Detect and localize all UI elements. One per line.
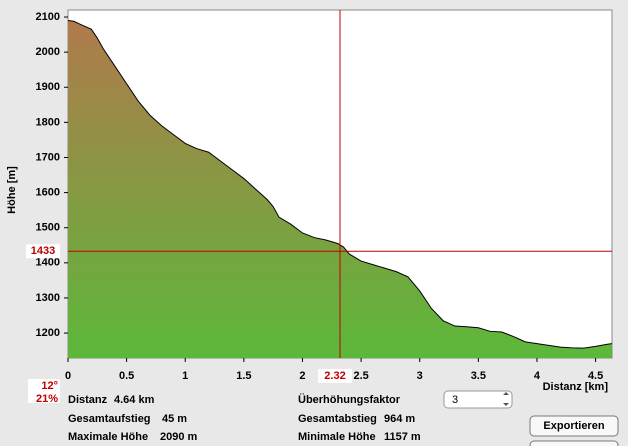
x-tick-label: 3.5 — [471, 370, 486, 382]
x-tick-label: 4.5 — [588, 370, 603, 382]
y-tick-label: 1300 — [36, 292, 60, 304]
y-tick-label: 2000 — [36, 46, 60, 58]
x-tick-label: 3 — [417, 370, 423, 382]
stat-label: Gesamtabstieg — [298, 413, 377, 425]
slope-box — [28, 379, 60, 403]
x-tick-label: 2.5 — [353, 370, 368, 382]
stat-value: 1157 m — [384, 431, 421, 443]
profile-line — [67, 20, 613, 349]
y-tick-label: 1700 — [36, 151, 60, 163]
crosshair-x-label: 2.32 — [324, 370, 345, 382]
y-axis-title: Höhe [m] — [6, 166, 18, 214]
slope: 21% — [36, 393, 58, 405]
angle: 12° — [41, 380, 58, 392]
crosshair-y-box — [26, 244, 60, 259]
area — [68, 20, 612, 358]
stat-value: 2090 m — [160, 431, 198, 443]
stat-value: 4.64 km — [114, 394, 155, 406]
y-tick-label: 1400 — [36, 257, 60, 269]
y-tick-label: 1900 — [36, 81, 60, 93]
stat-label: Distanz — [68, 394, 108, 406]
x-axis-title: Distanz [km] — [543, 381, 609, 393]
y-tick-label: 1600 — [36, 187, 60, 199]
x-tick-label: 0 — [65, 370, 71, 382]
button[interactable] — [529, 440, 619, 446]
stat-label: Gesamtaufstieg — [68, 413, 151, 425]
y-tick-label: 1500 — [36, 222, 60, 234]
stat-label: Minimale Höhe — [298, 431, 376, 443]
select-arrows — [503, 392, 509, 406]
factor-select[interactable] — [443, 390, 513, 409]
stat-label: Überhöhungsfaktor — [298, 393, 401, 406]
stat-value: 45 m — [162, 413, 187, 425]
x-tick-label: 1.5 — [236, 370, 251, 382]
x-tick-label: 2 — [299, 370, 305, 382]
y-tick-label: 2100 — [36, 11, 60, 23]
export-label: Exportieren — [543, 420, 604, 432]
stat-label: Maximale Höhe — [68, 431, 148, 443]
y-tick-label: 1200 — [36, 327, 60, 339]
y-tick-label: 1800 — [36, 116, 60, 128]
crosshair-y-label: 1433 — [31, 245, 55, 257]
factor-value: 3 — [452, 394, 458, 406]
crosshair-x-box — [318, 369, 352, 383]
x-tick-label: 1 — [182, 370, 188, 382]
stat-value: 964 m — [384, 413, 415, 425]
export-button[interactable] — [529, 415, 619, 437]
x-tick-label: 4 — [534, 370, 541, 382]
x-tick-label: 0.5 — [119, 370, 134, 382]
